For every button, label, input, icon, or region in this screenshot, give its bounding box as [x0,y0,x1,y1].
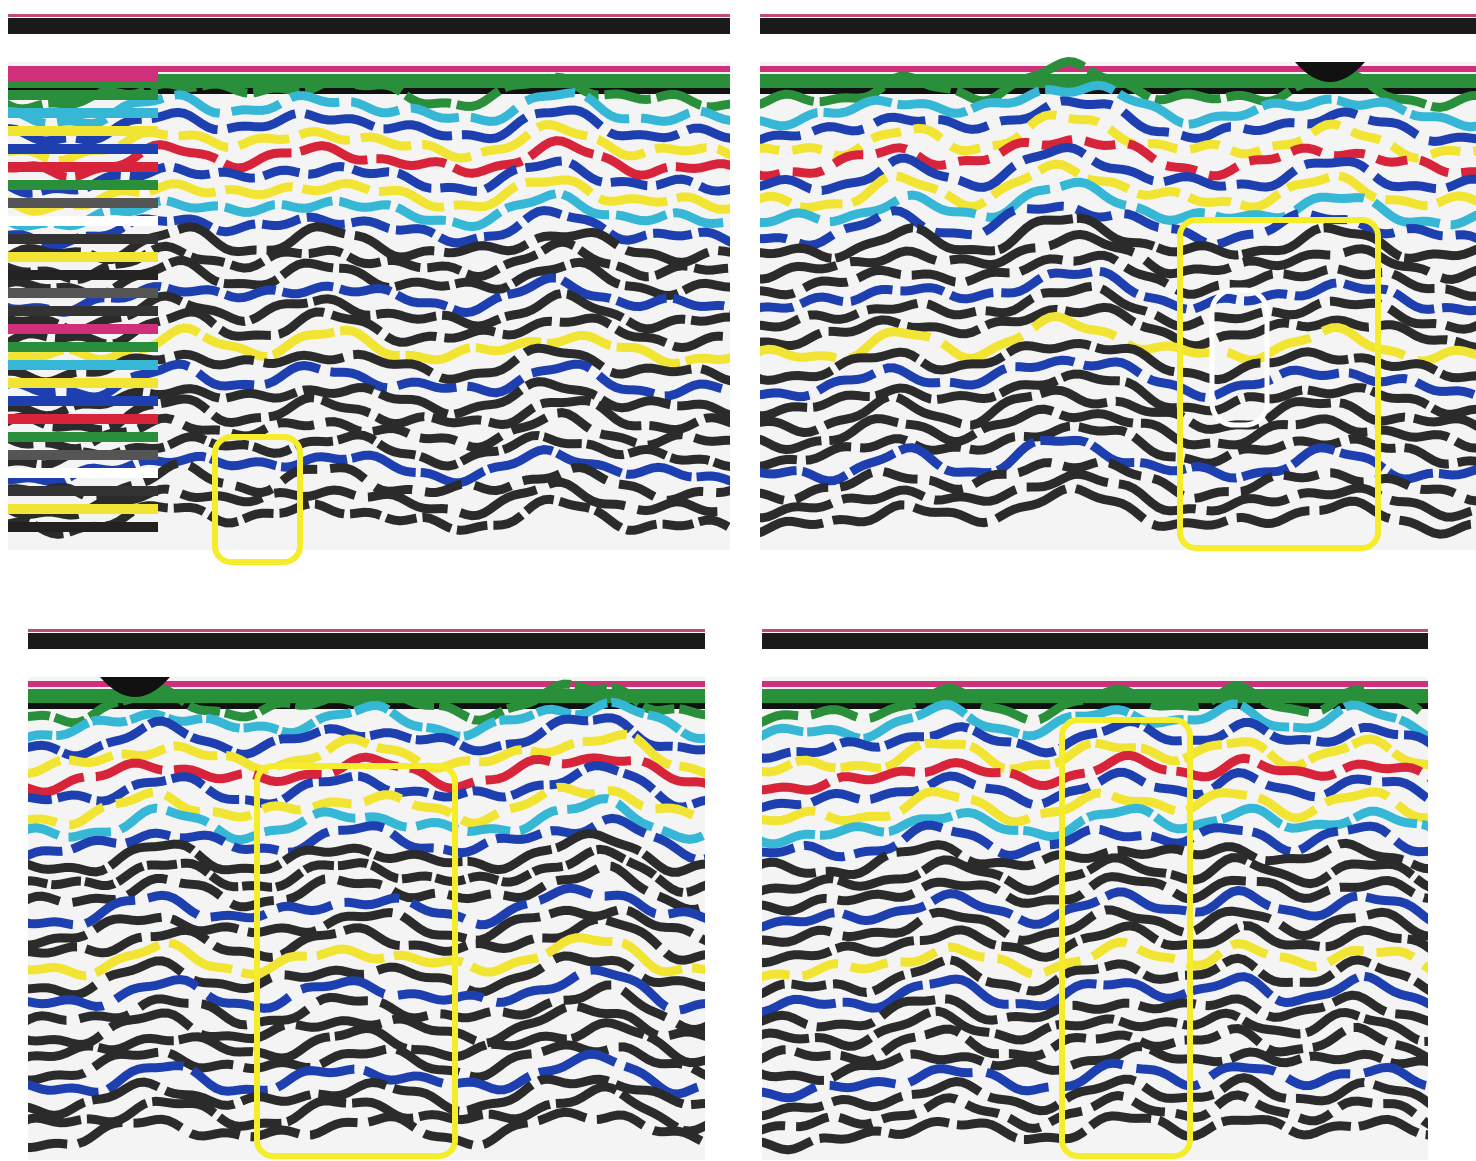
straight-trace [8,126,158,136]
radargram-panel [750,14,1476,550]
straight-trace [8,414,158,424]
straight-trace [8,72,158,82]
straight-trace [8,90,158,100]
straight-trace [8,486,158,496]
straight-trace [8,216,158,226]
straight-trace [8,288,158,298]
ruler-line [760,14,1476,17]
straight-trace [8,468,158,478]
surface-strip [8,66,730,72]
radargram-panel [0,14,736,562]
radargram-figure [0,0,1476,1161]
straight-trace [8,504,158,514]
straight-trace [8,360,158,370]
ruler-line [28,629,705,632]
straight-trace [8,108,158,118]
straight-trace [8,396,158,406]
radargram-panel [752,629,1436,1160]
straight-trace [8,252,158,262]
straight-trace [8,180,158,190]
surface-strip [762,681,1428,687]
ruler-bar [28,633,705,649]
straight-trace [8,270,158,280]
straight-trace [8,234,158,244]
straight-trace [8,450,158,460]
straight-trace [8,324,158,334]
radar-body [752,677,1436,1160]
straight-trace [8,162,158,172]
straight-trace [8,522,158,532]
radar-body [0,62,736,550]
straight-trace [8,432,158,442]
ruler-line [8,14,730,17]
ruler-bar [760,18,1476,34]
straight-trace [8,342,158,352]
straight-trace [8,378,158,388]
page: (() => { const svg = document.getElement… [0,0,1476,1161]
straight-trace [8,198,158,208]
straight-trace [8,306,158,316]
surface-strip [760,66,1476,72]
radar-body [750,62,1476,550]
ruler-bar [8,18,730,34]
radar-body [18,677,714,1160]
radargram-panel [18,629,714,1160]
ruler-line [762,629,1428,632]
straight-trace [8,144,158,154]
ruler-bar [762,633,1428,649]
